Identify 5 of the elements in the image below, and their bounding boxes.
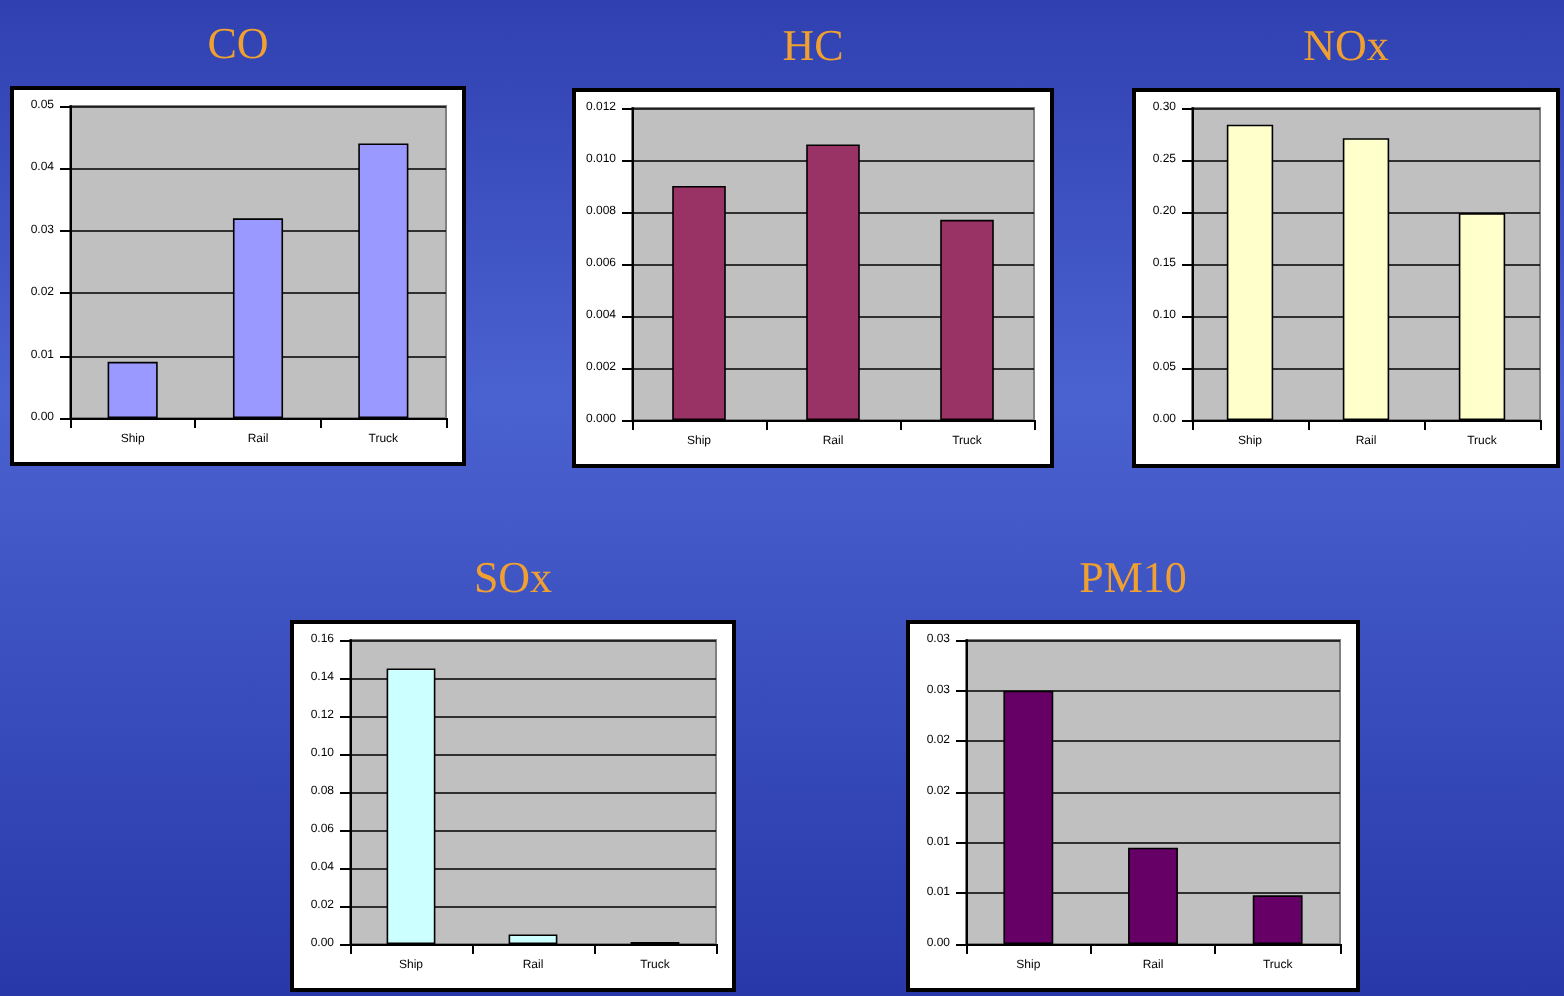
chart-title: HC [780,18,846,74]
chart-title: PM10 [1077,550,1189,606]
chart-title: CO [205,16,271,72]
chart-title: SOx [471,550,555,606]
chart-title: NOx [1301,18,1391,74]
